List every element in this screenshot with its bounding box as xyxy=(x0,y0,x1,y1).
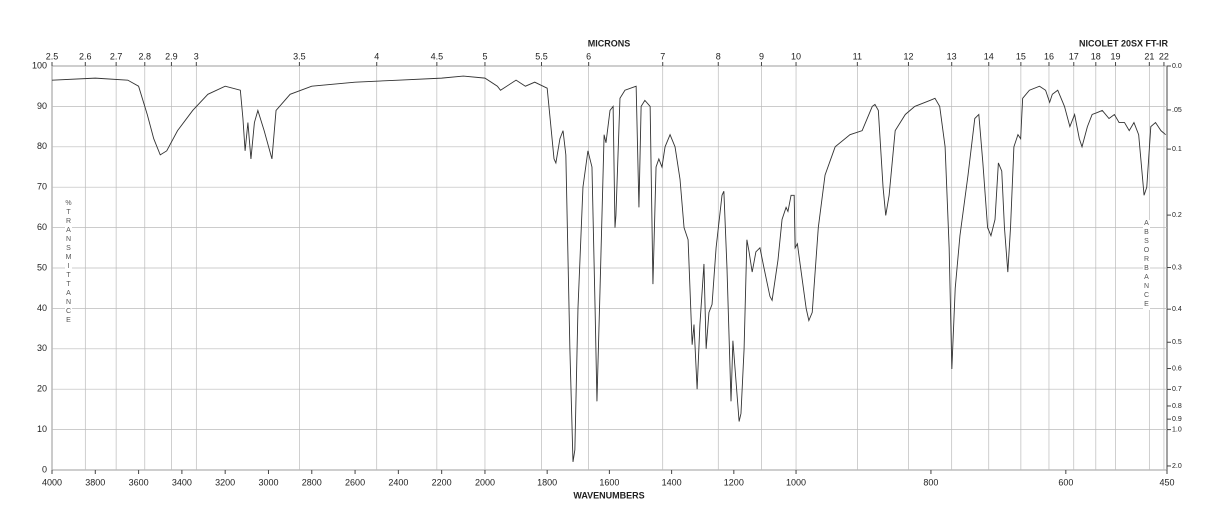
y-tick-label: 0 xyxy=(42,464,47,474)
top-tick-label: 2.7 xyxy=(110,51,123,61)
x-tick-label: 600 xyxy=(1058,477,1073,487)
y2-tick-label: 0.5 xyxy=(1172,339,1182,346)
y-tick-label: 50 xyxy=(37,262,47,272)
y2-tick-label: 1.0 xyxy=(1172,426,1182,433)
y-tick-label: 30 xyxy=(37,343,47,353)
top-tick-label: 5.5 xyxy=(535,51,548,61)
x-tick-label: 800 xyxy=(923,477,938,487)
top-tick-label: 4 xyxy=(374,51,379,61)
top-tick-label: 3 xyxy=(194,51,199,61)
y-tick-label: 60 xyxy=(37,222,47,232)
y-axis-title: %TRANSMITTANCE xyxy=(65,200,72,326)
y2-tick-label: 0.3 xyxy=(1172,264,1182,271)
top-tick-label: 2.5 xyxy=(46,51,59,61)
x-tick-label: 450 xyxy=(1159,477,1174,487)
top-tick-label: 4.5 xyxy=(431,51,444,61)
x-tick-label: 4000 xyxy=(42,477,62,487)
y-tick-label: 70 xyxy=(37,182,47,192)
x-tick-label: 1600 xyxy=(599,477,619,487)
x-tick-label: 2400 xyxy=(388,477,408,487)
top-axis-title: MICRONS xyxy=(588,38,631,48)
y-tick-label: 40 xyxy=(37,303,47,313)
top-tick-label: 2.6 xyxy=(79,51,92,61)
spectrum-line xyxy=(51,75,1166,462)
x-tick-label: 2000 xyxy=(475,477,495,487)
top-tick-label: 9 xyxy=(759,51,764,61)
y2-tick-label: .05 xyxy=(1172,107,1182,114)
top-tick-label: 6 xyxy=(586,51,591,61)
top-tick-label: 18 xyxy=(1091,51,1101,61)
top-tick-label: 17 xyxy=(1069,51,1079,61)
x-tick-label: 2800 xyxy=(302,477,322,487)
x-tick-label: 2600 xyxy=(345,477,365,487)
top-tick-label: 3.5 xyxy=(293,51,306,61)
x-tick-label: 3800 xyxy=(85,477,105,487)
x-tick-label: 1400 xyxy=(662,477,682,487)
y2-tick-label: 0.0 xyxy=(1172,63,1182,70)
x-tick-label: 1000 xyxy=(786,477,806,487)
top-tick-label: 2.8 xyxy=(139,51,152,61)
y2-tick-label: 0.8 xyxy=(1172,403,1182,410)
top-tick-label: 11 xyxy=(853,51,862,61)
top-tick-label: 21 xyxy=(1144,51,1154,61)
top-tick-label: 12 xyxy=(903,51,913,61)
top-tick-label: 10 xyxy=(791,51,801,61)
x-tick-label: 1800 xyxy=(537,477,557,487)
top-tick-label: 22 xyxy=(1159,51,1169,61)
top-tick-label: 19 xyxy=(1111,51,1121,61)
x-tick-label: 1200 xyxy=(724,477,744,487)
y2-tick-label: 0.2 xyxy=(1172,212,1182,219)
y2-axis-title: ABSORBANCE xyxy=(1143,220,1150,310)
y2-tick-label: 0.6 xyxy=(1172,365,1182,372)
y2-tick-label: 0.9 xyxy=(1172,416,1182,423)
y-tick-label: 100 xyxy=(32,60,47,70)
x-tick-label: 3000 xyxy=(258,477,278,487)
top-tick-label: 2.9 xyxy=(165,51,178,61)
y-tick-label: 90 xyxy=(37,101,47,111)
y2-tick-label: 2.0 xyxy=(1172,463,1182,470)
x-tick-label: 3200 xyxy=(215,477,235,487)
top-tick-label: 15 xyxy=(1016,51,1026,61)
top-tick-label: 7 xyxy=(660,51,665,61)
y-tick-label: 10 xyxy=(37,424,47,434)
x-tick-label: 2200 xyxy=(432,477,452,487)
top-tick-label: 8 xyxy=(716,51,721,61)
y-tick-label: 80 xyxy=(37,141,47,151)
y-tick-label: 20 xyxy=(37,384,47,394)
x-axis-title: WAVENUMBERS xyxy=(573,490,644,500)
instrument-label: NICOLET 20SX FT-IR xyxy=(1079,38,1169,48)
y2-tick-label: 0.7 xyxy=(1172,386,1182,393)
y2-tick-label: 0.1 xyxy=(1172,146,1182,153)
top-tick-label: 14 xyxy=(984,51,994,61)
x-tick-label: 3600 xyxy=(129,477,149,487)
top-tick-label: 13 xyxy=(947,51,957,61)
top-tick-label: 5 xyxy=(482,51,487,61)
y2-tick-label: 0.4 xyxy=(1172,306,1182,313)
x-tick-label: 3400 xyxy=(172,477,192,487)
top-tick-label: 16 xyxy=(1044,51,1054,61)
